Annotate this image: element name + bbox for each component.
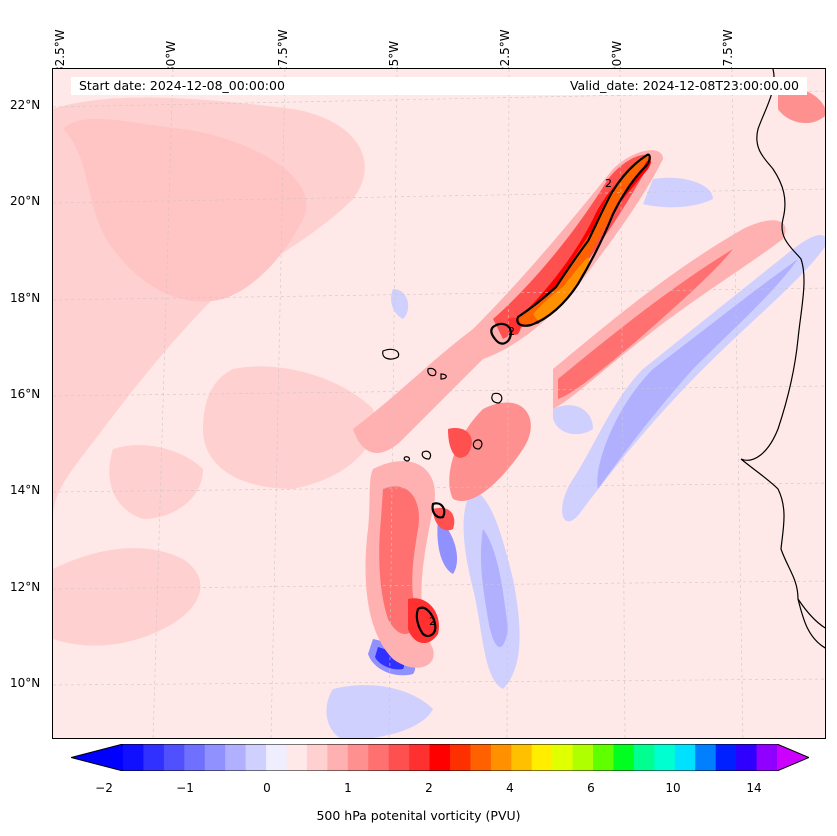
colorbar-segment bbox=[756, 744, 778, 771]
colorbar-segment bbox=[715, 744, 737, 771]
colorbar-segment bbox=[347, 744, 369, 771]
colorbar-over-triangle bbox=[777, 744, 809, 771]
start-date-text: Start date: 2024-12-08_00:00:00 bbox=[79, 78, 285, 93]
colorbar-segment bbox=[429, 744, 451, 771]
colorbar-segment bbox=[204, 744, 226, 771]
latitude-label: 18°N bbox=[10, 291, 41, 305]
colorbar-tick-label: 1 bbox=[344, 781, 352, 795]
colorbar-segment bbox=[593, 744, 614, 771]
colorbar-segment bbox=[511, 744, 533, 771]
latitude-label: 16°N bbox=[10, 387, 41, 401]
latitude-label: 14°N bbox=[10, 483, 41, 497]
colorbar-tick-label: 0 bbox=[263, 781, 271, 795]
info-bar: Start date: 2024-12-08_00:00:00 Valid_da… bbox=[71, 77, 807, 95]
latitude-label: 20°N bbox=[10, 194, 41, 208]
colorbar-segment bbox=[654, 744, 676, 771]
colorbar-segment bbox=[327, 744, 349, 771]
contour-label: 2 bbox=[508, 325, 515, 338]
colorbar-under-triangle bbox=[71, 744, 123, 771]
colorbar-segment bbox=[736, 744, 758, 771]
colorbar-tick-label: −2 bbox=[95, 781, 113, 795]
colorbar-segment bbox=[286, 744, 308, 771]
latitude-label: 10°N bbox=[10, 676, 41, 690]
colorbar-segment bbox=[695, 744, 717, 771]
colorbar-segment bbox=[388, 744, 410, 771]
gridlines bbox=[53, 69, 825, 738]
negative-pv-bands bbox=[326, 177, 825, 738]
colorbar-tick-label: 2 bbox=[425, 781, 433, 795]
colorbar-tick-label: 10 bbox=[665, 781, 681, 795]
colorbar-segment bbox=[266, 744, 287, 771]
colorbar-segment bbox=[409, 744, 431, 771]
colorbar-segment bbox=[613, 744, 635, 771]
colorbar-segment bbox=[470, 744, 492, 771]
contour-label: 2 bbox=[429, 615, 436, 628]
latitude-label: 12°N bbox=[10, 580, 41, 594]
colorbar-segment bbox=[245, 744, 267, 771]
colorbar-segment bbox=[368, 744, 390, 771]
colorbar-segment bbox=[123, 744, 144, 771]
pv-contour-2 bbox=[415, 153, 651, 638]
colorbar-segment bbox=[490, 744, 512, 771]
valid-date-text: Valid_date: 2024-12-08T23:00:00.00 bbox=[569, 78, 799, 93]
colorbar-segment bbox=[674, 744, 696, 771]
colorbar-segment bbox=[531, 744, 553, 771]
colorbar-segment bbox=[163, 744, 185, 771]
colorbar-segment bbox=[572, 744, 594, 771]
colorbar-segment bbox=[184, 744, 206, 771]
latitude-label: 22°N bbox=[10, 98, 41, 112]
colorbar-segment bbox=[143, 744, 165, 771]
colorbar-label: 500 hPa potenital vorticity (PVU) bbox=[316, 808, 521, 823]
weak-positive-pv-areas bbox=[53, 97, 375, 646]
colorbar-segment bbox=[225, 744, 247, 771]
coastlines bbox=[382, 69, 825, 649]
colorbar-segment bbox=[450, 744, 471, 771]
contour-label: 2 bbox=[605, 177, 612, 190]
pv-field-map: 2 2 2 bbox=[53, 69, 825, 738]
colorbar-tick-label: 4 bbox=[506, 781, 514, 795]
colorbar-tick-label: 6 bbox=[587, 781, 595, 795]
colorbar-segment bbox=[306, 744, 328, 771]
colorbar bbox=[69, 743, 811, 772]
colorbar-svg bbox=[69, 743, 811, 772]
colorbar-segment bbox=[552, 744, 574, 771]
colorbar-tick-label: 14 bbox=[746, 781, 762, 795]
colorbar-segment bbox=[633, 744, 655, 771]
colorbar-tick-label: −1 bbox=[176, 781, 194, 795]
map-panel[interactable]: 2 2 2 bbox=[52, 68, 826, 739]
